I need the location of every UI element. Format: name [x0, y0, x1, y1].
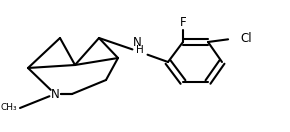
Text: N: N	[133, 36, 142, 48]
Text: F: F	[180, 15, 186, 29]
Text: N: N	[51, 88, 59, 100]
Text: H: H	[136, 45, 144, 55]
Text: CH₃: CH₃	[0, 103, 17, 112]
Text: Cl: Cl	[240, 32, 252, 44]
